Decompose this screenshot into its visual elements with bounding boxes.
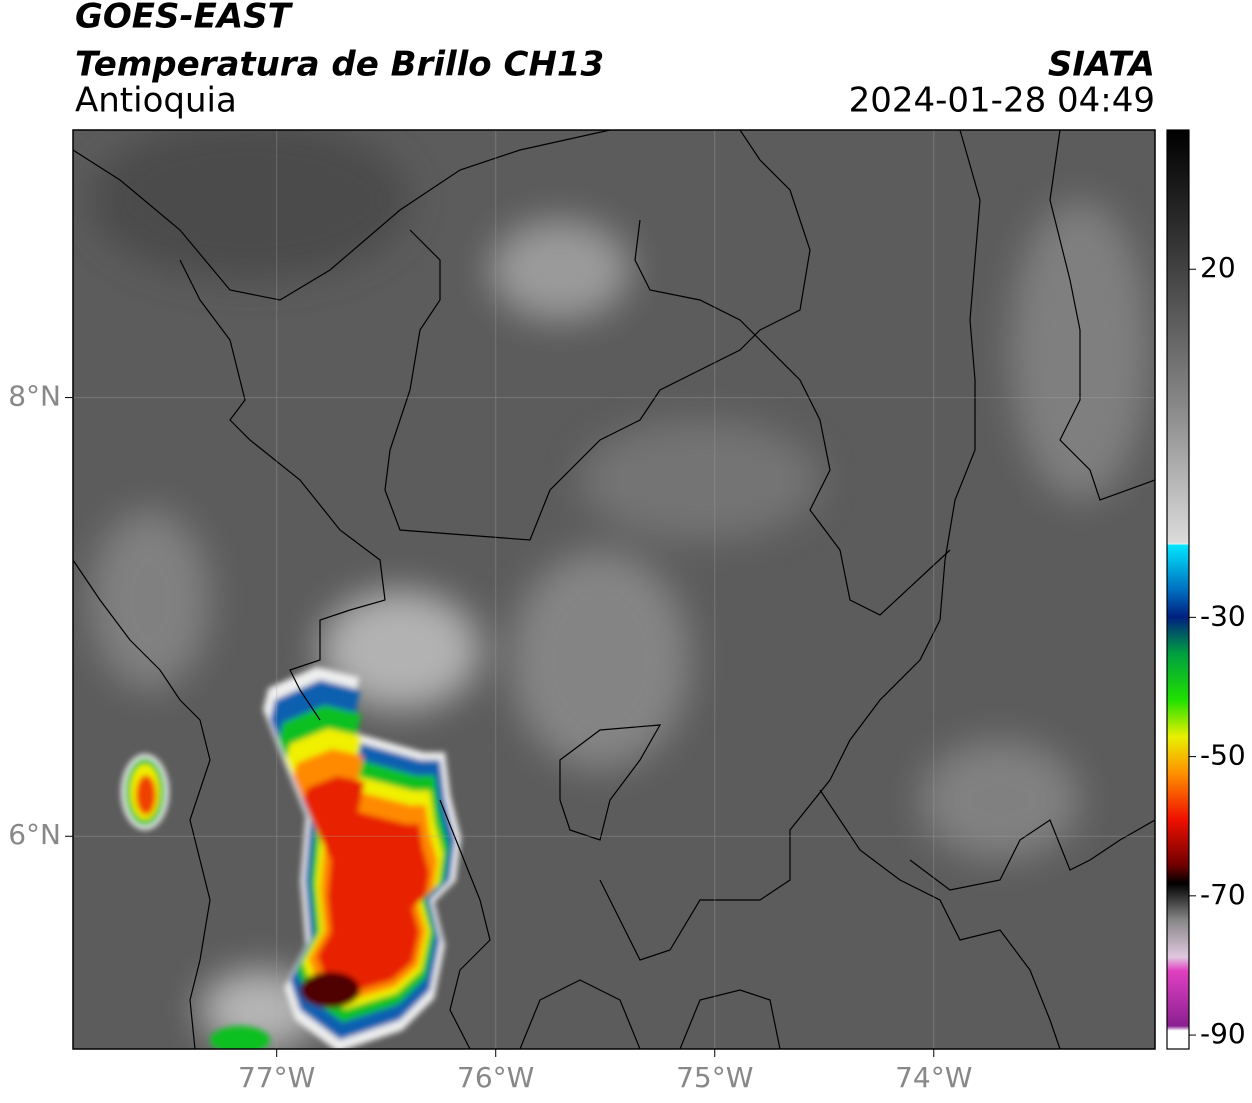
satellite-image (73, 130, 1155, 1049)
map-frame (72, 129, 1156, 1050)
colorbar-tick-label: -70 (1200, 878, 1246, 911)
title: GOES-EAST (75, 0, 294, 37)
colorbar-tick-label: -30 (1200, 599, 1246, 632)
colorbar-tick-label: -90 (1200, 1017, 1246, 1050)
region: Antioquia (75, 81, 237, 121)
x-tick-label: 75°W (676, 1061, 753, 1094)
y-tick-label: 6°N (8, 818, 61, 851)
source: SIATA (1048, 45, 1155, 85)
colorbar-tick-label: 20 (1200, 251, 1236, 284)
datetime: 2024-01-28 04:49 (849, 81, 1155, 121)
colorbar-tick-label: -50 (1200, 739, 1246, 772)
y-tick-label: 8°N (8, 380, 61, 413)
x-tick-label: 77°W (238, 1061, 315, 1094)
borders (73, 130, 1155, 1049)
colorbar (1166, 129, 1190, 1050)
x-tick-label: 76°W (457, 1061, 534, 1094)
x-tick-label: 74°W (895, 1061, 972, 1094)
subtitle: Temperatura de Brillo CH13 (75, 45, 604, 85)
